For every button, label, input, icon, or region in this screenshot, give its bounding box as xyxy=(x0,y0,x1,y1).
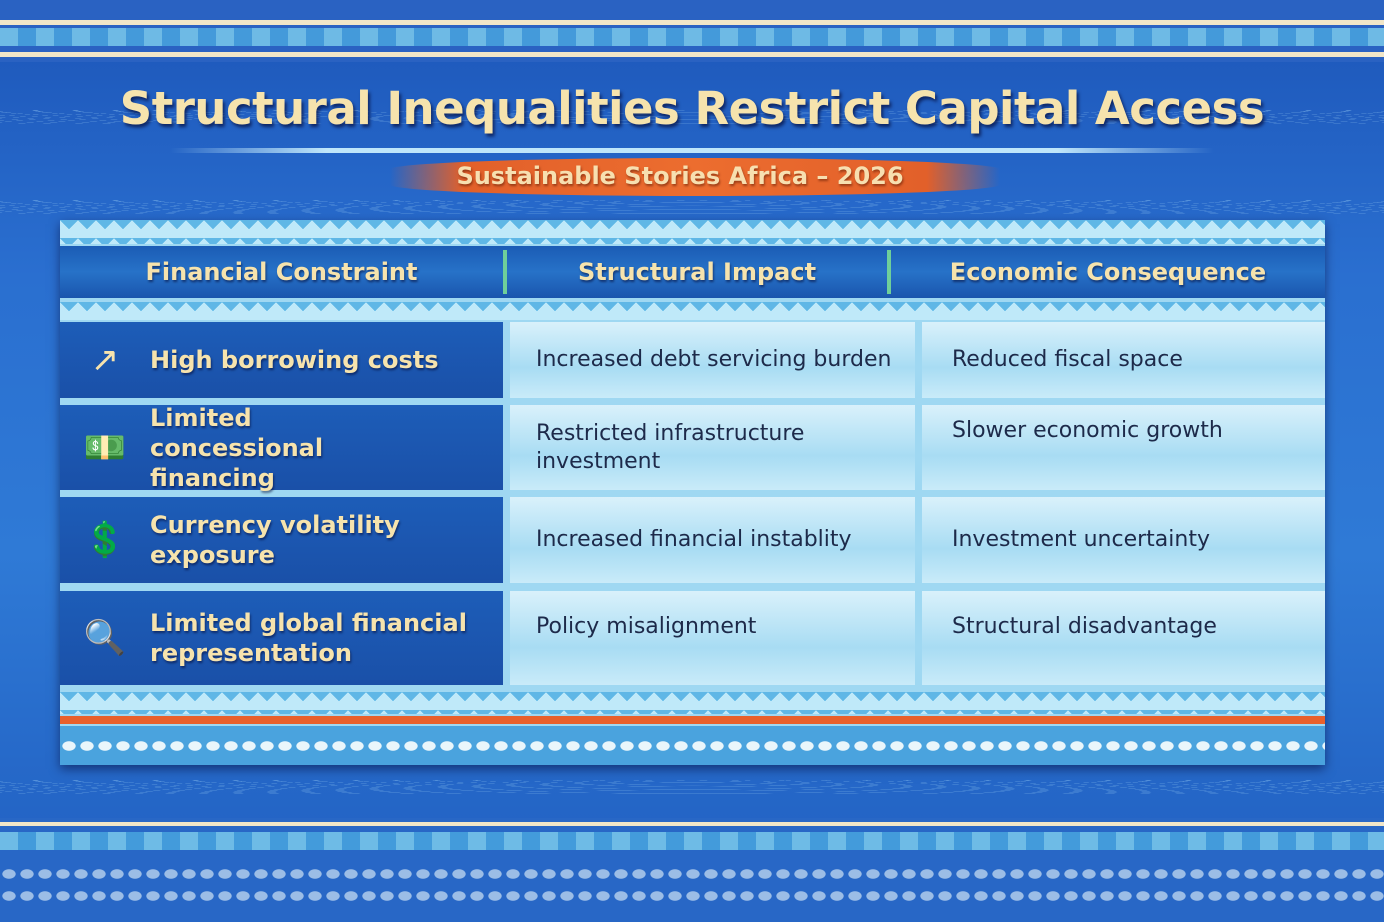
magnifier-monitor-icon: 🔍 xyxy=(83,618,127,658)
consequence-cell: Reduced fiscal space xyxy=(922,322,1325,398)
constraint-label: Limited global financial representation xyxy=(150,609,467,667)
table-row: ↗ High borrowing costs Increased debt se… xyxy=(60,322,1325,398)
column-divider xyxy=(887,250,891,294)
constraints-table: Financial Constraint Structural Impact E… xyxy=(60,220,1325,765)
orange-stripe xyxy=(60,716,1325,724)
consequence-cell: Slower economic growth xyxy=(922,405,1325,490)
zigzag-border xyxy=(60,220,1325,244)
column-divider xyxy=(503,250,507,294)
currency-exchange-icon: 💲 xyxy=(83,520,127,560)
constraint-label: Currency volatility exposure xyxy=(150,511,400,569)
impact-cell: Policy misalignment xyxy=(510,591,915,685)
bottom-decorative-border xyxy=(0,818,1384,922)
rising-cost-arrow-icon: ↗ xyxy=(90,340,120,380)
impact-cell: Increased financial instablity xyxy=(510,497,915,583)
consequence-cell: Investment uncertainty xyxy=(922,497,1325,583)
subtitle-brush-stroke xyxy=(390,158,1000,196)
dot-pattern xyxy=(60,740,1325,752)
wave-decoration xyxy=(0,110,1384,124)
impact-cell: Increased debt servicing burden xyxy=(510,322,915,398)
impact-cell: Restricted infrastructure investment xyxy=(510,405,915,490)
title-underline xyxy=(170,148,1214,153)
page-subtitle: Sustainable Stories Africa – 2026 xyxy=(456,162,904,190)
table-row: 💵 Limited concessional financing Restric… xyxy=(60,403,1325,492)
table-row: 💲 Currency volatility exposure Increased… xyxy=(60,497,1325,583)
top-decorative-border xyxy=(0,0,1384,62)
wave-decoration xyxy=(0,200,1384,214)
dollar-bill-hand-icon: 💵 xyxy=(83,427,127,468)
constraint-label: High borrowing costs xyxy=(150,346,439,374)
consequence-cell: Structural disadvantage xyxy=(922,591,1325,685)
constraint-cell: 💵 Limited concessional financing xyxy=(60,403,503,492)
constraint-cell: 💲 Currency volatility exposure xyxy=(60,497,503,583)
wave-decoration xyxy=(0,780,1384,794)
column-header-consequence: Economic Consequence xyxy=(949,258,1267,286)
column-header-impact: Structural Impact xyxy=(577,258,817,286)
column-header-constraint: Financial Constraint xyxy=(145,258,418,286)
constraint-cell: ↗ High borrowing costs xyxy=(60,322,503,398)
table-header: Financial Constraint Structural Impact E… xyxy=(60,246,1325,298)
constraint-cell: 🔍 Limited global financial representatio… xyxy=(60,591,503,685)
table-row: 🔍 Limited global financial representatio… xyxy=(60,591,1325,685)
constraint-label: Limited concessional financing xyxy=(150,403,324,492)
page-title: Structural Inequalities Restrict Capital… xyxy=(119,82,1265,135)
zigzag-border xyxy=(60,302,1325,320)
zigzag-border xyxy=(60,692,1325,714)
